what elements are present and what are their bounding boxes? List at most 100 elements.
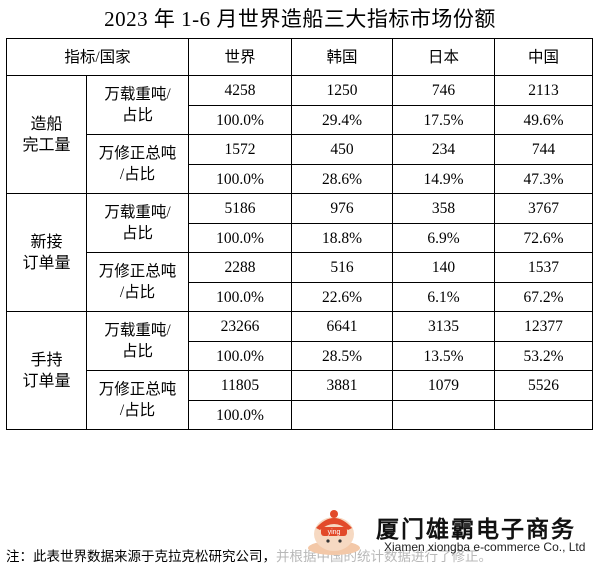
group-label: 造船 完工量 bbox=[6, 75, 87, 194]
indicator-label-line: /占比 bbox=[119, 166, 156, 183]
cell-value: 450 bbox=[291, 134, 393, 165]
header-row: 指标/国家 世界 韩国 日本 中国 bbox=[6, 38, 593, 76]
cell-share bbox=[291, 400, 393, 430]
indicator-label-line: 万修正总吨 bbox=[98, 263, 177, 280]
cell-value: 744 bbox=[494, 134, 593, 165]
cell-value: 4258 bbox=[188, 75, 292, 106]
cell-value: 1537 bbox=[494, 252, 593, 283]
cell-share: 29.4% bbox=[291, 105, 393, 135]
table-row: 万修正总吨 /占比 1572 450 234 744 bbox=[7, 134, 593, 194]
table-row: 万修正总吨 /占比 2288 516 140 1537 bbox=[7, 252, 593, 312]
table-row: 手持 订单量 万载重吨/ 占比 23266 6641 3135 12377 bbox=[6, 311, 593, 430]
cell-value: 2113 bbox=[494, 75, 593, 106]
indicator-label: 万载重吨/ 占比 bbox=[86, 75, 189, 135]
table-row: 万修正总吨 /占比 11805 3881 1079 5526 bbox=[7, 370, 593, 430]
header-world: 世界 bbox=[188, 38, 292, 76]
watermark: ying 厦门雄霸电子商务 Xiamen xiongba e-commerce … bbox=[300, 500, 600, 560]
indicator-label-line: /占比 bbox=[119, 402, 156, 419]
cell-share: 28.6% bbox=[291, 164, 393, 194]
table-row: 100.0% 22.6% 6.1% 67.2% bbox=[7, 282, 593, 312]
cell-share: 18.8% bbox=[291, 223, 393, 253]
cell-value: 746 bbox=[392, 75, 495, 106]
header-china: 中国 bbox=[494, 38, 593, 76]
cell-value: 516 bbox=[291, 252, 393, 283]
cell-value: 358 bbox=[392, 193, 495, 224]
cell-share: 13.5% bbox=[392, 341, 495, 371]
header-korea: 韩国 bbox=[291, 38, 393, 76]
cell-share: 100.0% bbox=[188, 341, 292, 371]
indicator-label-line: 占比 bbox=[121, 107, 153, 124]
cell-share: 100.0% bbox=[188, 223, 292, 253]
indicator-label-line: 万修正总吨 bbox=[98, 145, 177, 162]
svg-text:ying: ying bbox=[328, 529, 341, 536]
indicator-label: 万载重吨/ 占比 bbox=[86, 193, 189, 253]
cell-share bbox=[494, 400, 593, 430]
cell-share: 6.9% bbox=[392, 223, 495, 253]
cell-value: 140 bbox=[392, 252, 495, 283]
indicator-label: 万修正总吨 /占比 bbox=[86, 134, 189, 194]
indicator-label-line: 万载重吨/ bbox=[104, 322, 171, 339]
indicator-label: 万修正总吨 /占比 bbox=[86, 252, 189, 312]
cell-share: 53.2% bbox=[494, 341, 593, 371]
cell-share: 28.5% bbox=[291, 341, 393, 371]
cell-share: 100.0% bbox=[188, 282, 292, 312]
cell-value: 1079 bbox=[392, 370, 495, 401]
mascot-icon: ying bbox=[308, 510, 360, 555]
table-row: 新接 订单量 万载重吨/ 占比 5186 976 358 3767 bbox=[6, 193, 593, 312]
table-row: 造船 完工量 万载重吨/ 占比 4258 1250 746 2113 bbox=[6, 75, 593, 194]
cell-value: 1572 bbox=[188, 134, 292, 165]
group-label: 手持 订单量 bbox=[6, 311, 87, 430]
header-japan: 日本 bbox=[392, 38, 495, 76]
cell-value: 3767 bbox=[494, 193, 593, 224]
cell-value: 12377 bbox=[494, 311, 593, 342]
cell-value: 6641 bbox=[291, 311, 393, 342]
table-row: 100.0% 28.5% 13.5% 53.2% bbox=[7, 341, 593, 371]
group-label-line: 造船 bbox=[30, 115, 63, 133]
group-label-line: 完工量 bbox=[22, 136, 71, 154]
header-corner: 指标/国家 bbox=[6, 38, 189, 76]
indicator-label-line: 万载重吨/ bbox=[104, 204, 171, 221]
footnote-text: 注：此表世界数据来源于克拉克松研究公司， bbox=[6, 549, 276, 564]
cell-value: 2288 bbox=[188, 252, 292, 283]
cell-share: 22.6% bbox=[291, 282, 393, 312]
cell-value: 234 bbox=[392, 134, 495, 165]
indicator-label-line: 万载重吨/ bbox=[104, 86, 171, 103]
group-label-line: 订单量 bbox=[22, 372, 71, 390]
cell-share: 6.1% bbox=[392, 282, 495, 312]
group-label-line: 订单量 bbox=[22, 254, 71, 272]
cell-share: 17.5% bbox=[392, 105, 495, 135]
table-title: 2023 年 1-6 月世界造船三大指标市场份额 bbox=[104, 7, 496, 31]
watermark-subtitle: Xiamen xiongba e-commerce Co., Ltd bbox=[384, 540, 586, 554]
cell-share: 14.9% bbox=[392, 164, 495, 194]
indicator-label-line: 万修正总吨 bbox=[98, 381, 177, 398]
cell-value: 5526 bbox=[494, 370, 593, 401]
group-label-line: 手持 bbox=[30, 351, 63, 369]
indicator-label-line: 占比 bbox=[121, 343, 153, 360]
group-label-line: 新接 bbox=[30, 233, 63, 251]
cell-value: 976 bbox=[291, 193, 393, 224]
indicator-label-line: /占比 bbox=[119, 284, 156, 301]
indicator-label-line: 占比 bbox=[121, 225, 153, 242]
watermark-brand: 厦门雄霸电子商务 bbox=[376, 517, 576, 543]
cell-share: 47.3% bbox=[494, 164, 593, 194]
cell-value: 23266 bbox=[188, 311, 292, 342]
table-row: 100.0% 29.4% 17.5% 49.6% bbox=[7, 105, 593, 135]
cell-value: 11805 bbox=[188, 370, 292, 401]
cell-share: 100.0% bbox=[188, 105, 292, 135]
cell-share: 72.6% bbox=[494, 223, 593, 253]
cell-share: 100.0% bbox=[188, 164, 292, 194]
cell-share: 49.6% bbox=[494, 105, 593, 135]
indicator-label: 万载重吨/ 占比 bbox=[86, 311, 189, 371]
cell-share bbox=[392, 400, 495, 430]
cell-share: 100.0% bbox=[188, 400, 292, 430]
table-row: 100.0% 28.6% 14.9% 47.3% bbox=[7, 164, 593, 194]
cell-value: 3135 bbox=[392, 311, 495, 342]
table-row: 100.0% 18.8% 6.9% 72.6% bbox=[7, 223, 593, 253]
cell-value: 3881 bbox=[291, 370, 393, 401]
group-label: 新接 订单量 bbox=[6, 193, 87, 312]
indicator-label: 万修正总吨 /占比 bbox=[86, 370, 189, 430]
cell-value: 1250 bbox=[291, 75, 393, 106]
cell-value: 5186 bbox=[188, 193, 292, 224]
market-share-table: 指标/国家 世界 韩国 日本 中国 造船 完工量 万载重吨/ 占比 4258 1… bbox=[6, 38, 593, 430]
table-row: 100.0% bbox=[7, 400, 593, 430]
